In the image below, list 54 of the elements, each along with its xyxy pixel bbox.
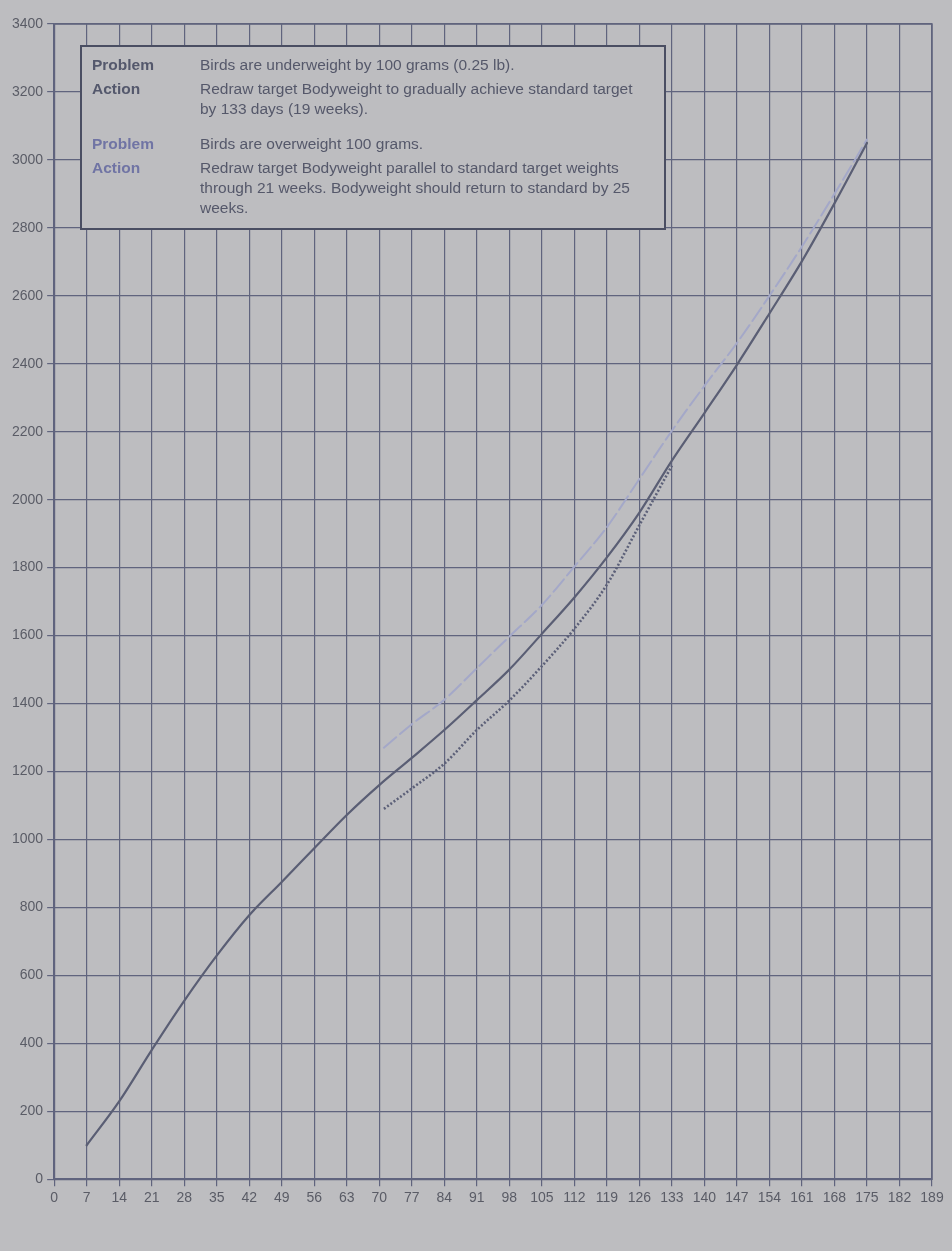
x-tick-label: 42 xyxy=(241,1189,258,1206)
y-tick-label: 800 xyxy=(19,898,44,915)
x-tick-label: 91 xyxy=(469,1189,485,1206)
x-tick-label: 189 xyxy=(920,1189,944,1206)
x-tick-label: 84 xyxy=(436,1189,453,1206)
annotation: Redraw target Bodyweight parallel to standard target weights through 21 weeks. Bodyweight should return to standard by 25 weeks. xyxy=(200,158,631,218)
y-tick-label: 3000 xyxy=(11,150,44,167)
x-tick-label: 49 xyxy=(273,1189,290,1206)
annotation: Action xyxy=(92,78,142,99)
x-tick-label: 77 xyxy=(404,1189,420,1206)
y-tick-label: 2600 xyxy=(11,286,44,303)
x-tick-label: 98 xyxy=(501,1189,518,1206)
y-tick-label: 0 xyxy=(35,1170,44,1187)
x-tick-label: 168 xyxy=(822,1189,847,1206)
x-tick-label: 161 xyxy=(790,1189,814,1206)
x-tick-label: 0 xyxy=(50,1189,59,1206)
annotation: Action xyxy=(92,158,142,179)
x-tick-label: 175 xyxy=(855,1189,879,1206)
y-tick-label: 2000 xyxy=(11,490,44,507)
x-tick-label: 7 xyxy=(82,1189,91,1206)
annotation: Problem xyxy=(92,134,155,155)
annotation: Birds are underweight by 100 grams (0.25 lb). xyxy=(200,55,516,75)
annotation: Redraw target Bodyweight to gradually achieve standard target by 133 days (19 weeks). xyxy=(200,78,634,119)
annotation: Birds are overweight 100 grams. xyxy=(200,134,425,155)
x-tick-label: 133 xyxy=(660,1189,684,1206)
y-tick-label: 2200 xyxy=(11,422,44,439)
x-tick-label: 140 xyxy=(692,1189,717,1206)
x-tick-label: 56 xyxy=(306,1189,323,1206)
x-tick-label: 28 xyxy=(176,1189,193,1206)
y-tick-label: 3200 xyxy=(11,82,44,99)
x-tick-label: 119 xyxy=(595,1189,619,1206)
y-tick-label: 1200 xyxy=(11,762,44,779)
x-tick-label: 14 xyxy=(111,1189,128,1206)
y-tick-label: 600 xyxy=(19,966,44,983)
annotation: Problem xyxy=(92,55,155,75)
y-tick-label: 1800 xyxy=(11,558,44,575)
x-tick-label: 21 xyxy=(143,1189,160,1206)
x-tick-label: 105 xyxy=(530,1189,554,1206)
y-tick-label: 2800 xyxy=(11,218,44,235)
y-tick-label: 1400 xyxy=(11,694,44,711)
y-tick-label: 200 xyxy=(19,1102,44,1119)
x-tick-label: 112 xyxy=(563,1189,586,1206)
y-tick-label: 1000 xyxy=(11,830,44,847)
y-tick-label: 2400 xyxy=(11,354,44,371)
x-tick-label: 126 xyxy=(627,1189,652,1206)
y-tick-label: 3400 xyxy=(11,14,44,31)
y-tick-label: 400 xyxy=(19,1034,44,1051)
x-tick-label: 70 xyxy=(371,1189,388,1206)
x-tick-label: 154 xyxy=(757,1189,782,1206)
x-tick-label: 63 xyxy=(338,1189,355,1206)
x-tick-label: 35 xyxy=(208,1189,225,1206)
x-tick-label: 182 xyxy=(887,1189,912,1206)
y-tick-label: 1600 xyxy=(11,626,44,643)
x-tick-label: 147 xyxy=(725,1189,749,1206)
